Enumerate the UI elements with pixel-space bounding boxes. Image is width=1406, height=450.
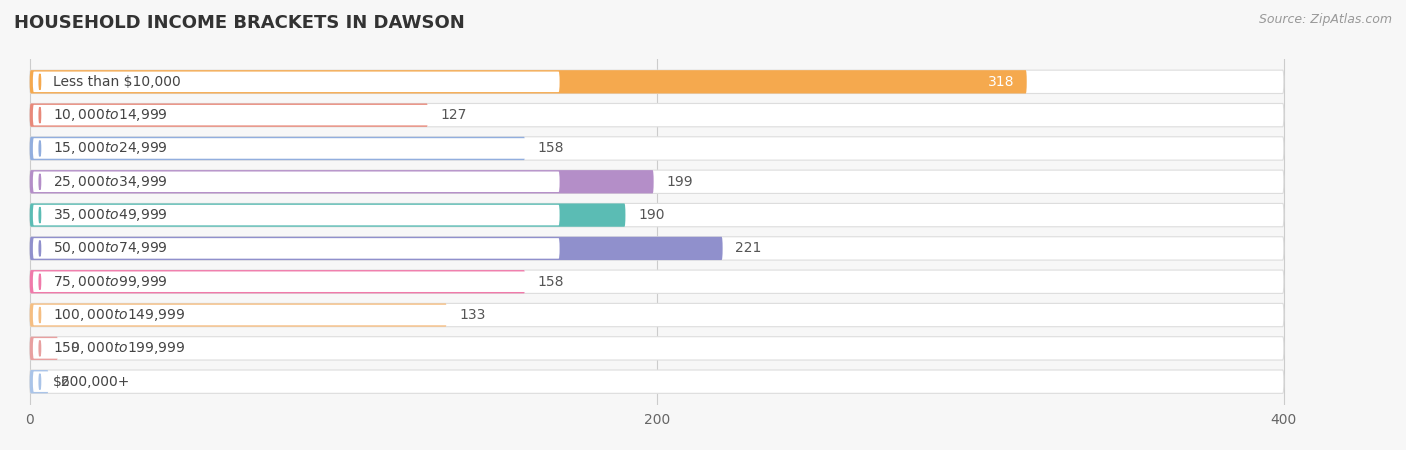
FancyBboxPatch shape xyxy=(30,303,1284,327)
Text: $25,000 to $34,999: $25,000 to $34,999 xyxy=(53,174,167,190)
FancyBboxPatch shape xyxy=(30,203,626,227)
FancyBboxPatch shape xyxy=(32,72,560,92)
Text: $100,000 to $149,999: $100,000 to $149,999 xyxy=(53,307,186,323)
FancyBboxPatch shape xyxy=(30,137,1284,160)
Text: $150,000 to $199,999: $150,000 to $199,999 xyxy=(53,340,186,356)
Text: $75,000 to $99,999: $75,000 to $99,999 xyxy=(53,274,167,290)
FancyBboxPatch shape xyxy=(30,237,723,260)
Text: 221: 221 xyxy=(735,241,762,256)
Circle shape xyxy=(39,141,41,156)
FancyBboxPatch shape xyxy=(30,104,427,127)
Circle shape xyxy=(39,74,41,90)
FancyBboxPatch shape xyxy=(30,337,58,360)
FancyBboxPatch shape xyxy=(32,271,560,292)
Text: 127: 127 xyxy=(440,108,467,122)
Circle shape xyxy=(39,341,41,356)
FancyBboxPatch shape xyxy=(32,371,560,392)
FancyBboxPatch shape xyxy=(30,203,1284,227)
Text: 133: 133 xyxy=(460,308,485,322)
Text: 318: 318 xyxy=(987,75,1014,89)
FancyBboxPatch shape xyxy=(32,205,560,225)
Text: 9: 9 xyxy=(70,342,79,356)
Circle shape xyxy=(39,241,41,256)
Circle shape xyxy=(39,108,41,123)
FancyBboxPatch shape xyxy=(32,305,560,325)
FancyBboxPatch shape xyxy=(30,104,1284,127)
FancyBboxPatch shape xyxy=(30,70,1026,94)
Circle shape xyxy=(39,307,41,323)
FancyBboxPatch shape xyxy=(30,337,1284,360)
FancyBboxPatch shape xyxy=(32,338,560,359)
FancyBboxPatch shape xyxy=(30,370,49,393)
Text: HOUSEHOLD INCOME BRACKETS IN DAWSON: HOUSEHOLD INCOME BRACKETS IN DAWSON xyxy=(14,14,465,32)
FancyBboxPatch shape xyxy=(30,270,524,293)
Text: 199: 199 xyxy=(666,175,693,189)
FancyBboxPatch shape xyxy=(32,171,560,192)
Text: $200,000+: $200,000+ xyxy=(53,375,131,389)
FancyBboxPatch shape xyxy=(30,237,1284,260)
FancyBboxPatch shape xyxy=(30,137,524,160)
FancyBboxPatch shape xyxy=(30,303,447,327)
FancyBboxPatch shape xyxy=(30,170,654,194)
Text: 158: 158 xyxy=(537,141,564,155)
Text: $10,000 to $14,999: $10,000 to $14,999 xyxy=(53,107,167,123)
Circle shape xyxy=(39,374,41,390)
FancyBboxPatch shape xyxy=(32,105,560,126)
Text: $50,000 to $74,999: $50,000 to $74,999 xyxy=(53,240,167,256)
FancyBboxPatch shape xyxy=(30,170,1284,194)
FancyBboxPatch shape xyxy=(32,238,560,259)
Circle shape xyxy=(39,174,41,189)
FancyBboxPatch shape xyxy=(30,370,1284,393)
Circle shape xyxy=(39,274,41,289)
Text: Source: ZipAtlas.com: Source: ZipAtlas.com xyxy=(1258,14,1392,27)
Text: 190: 190 xyxy=(638,208,665,222)
FancyBboxPatch shape xyxy=(30,270,1284,293)
Text: 158: 158 xyxy=(537,275,564,289)
Text: $15,000 to $24,999: $15,000 to $24,999 xyxy=(53,140,167,157)
Circle shape xyxy=(39,207,41,223)
Text: Less than $10,000: Less than $10,000 xyxy=(53,75,181,89)
FancyBboxPatch shape xyxy=(30,70,1284,94)
Text: 6: 6 xyxy=(60,375,70,389)
Text: $35,000 to $49,999: $35,000 to $49,999 xyxy=(53,207,167,223)
FancyBboxPatch shape xyxy=(32,138,560,159)
